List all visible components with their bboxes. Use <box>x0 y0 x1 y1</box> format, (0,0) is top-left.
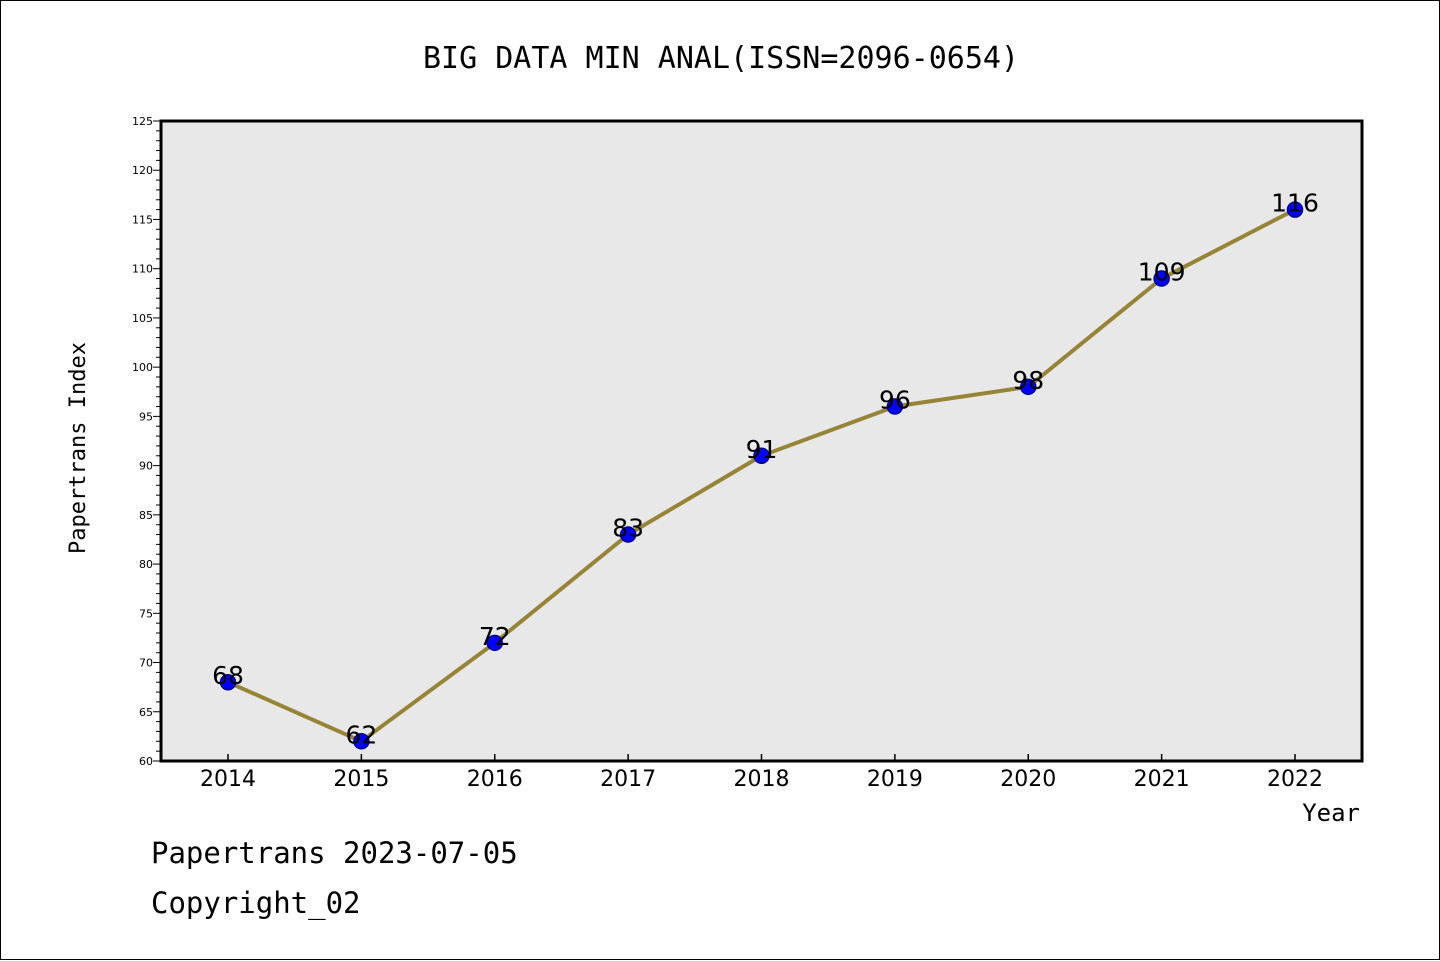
y-tick-label: 100 <box>132 361 153 374</box>
y-tick-label: 95 <box>139 410 153 423</box>
y-tick-label: 60 <box>139 755 153 768</box>
x-tick-label: 2017 <box>600 767 656 792</box>
data-point <box>1020 378 1037 396</box>
data-point <box>1286 201 1304 218</box>
x-tick-label: 2016 <box>467 767 523 792</box>
x-tick-label: 2020 <box>1000 767 1056 792</box>
x-tick-label: 2022 <box>1267 767 1323 792</box>
data-label: 62 <box>345 720 377 749</box>
y-axis: 60 65 70 75 80 85 90 95 100 105 110 115 120 125 <box>132 115 161 768</box>
y-tick-label: 85 <box>139 509 153 522</box>
data-label: 68 <box>212 661 244 690</box>
plot-area <box>159 119 1364 763</box>
y-tick-label: 80 <box>139 558 153 571</box>
x-tick-label: 2015 <box>333 767 389 792</box>
y-tick-label: 105 <box>132 312 153 325</box>
y-tick-label: 115 <box>132 213 153 226</box>
data-label: 116 <box>1271 189 1319 218</box>
y-tick-label: 65 <box>139 706 153 719</box>
y-tick-label: 90 <box>139 460 153 473</box>
data-point <box>486 634 503 652</box>
y-tick-label: 125 <box>132 115 153 128</box>
data-label: 98 <box>1012 366 1044 395</box>
x-axis-label: Year <box>1302 799 1360 827</box>
chart-title: BIG DATA MIN ANAL(ISSN=2096-0654) <box>423 41 1019 76</box>
footer-copyright: Copyright_02 <box>151 886 361 920</box>
data-label: 72 <box>479 622 511 651</box>
data-label: 91 <box>746 435 778 464</box>
data-label: 96 <box>879 386 911 415</box>
x-tick-label: 2014 <box>200 767 256 792</box>
x-axis: 2014 2015 2016 2017 2018 2019 2020 2021 2022 <box>200 754 1323 792</box>
x-tick-label: 2018 <box>734 767 790 792</box>
y-tick-label: 70 <box>139 657 153 670</box>
data-point <box>219 673 237 691</box>
footer-date: Papertrans 2023-07-05 <box>151 836 518 870</box>
x-tick-label: 2021 <box>1134 767 1190 792</box>
data-point <box>753 447 770 465</box>
data-label: 83 <box>612 514 644 543</box>
data-point <box>1153 270 1170 287</box>
y-tick-label: 75 <box>139 607 153 620</box>
data-label: 109 <box>1138 258 1186 287</box>
data-point <box>886 398 904 415</box>
data-point <box>619 526 637 543</box>
y-tick-label: 110 <box>132 263 153 276</box>
y-axis-label: Papertrans Index <box>66 342 91 554</box>
series-layer: 68 62 72 83 91 96 98 109 116 <box>212 189 1319 750</box>
data-point <box>353 733 370 750</box>
x-tick-label: 2019 <box>867 767 923 792</box>
y-tick-label: 120 <box>132 164 153 177</box>
